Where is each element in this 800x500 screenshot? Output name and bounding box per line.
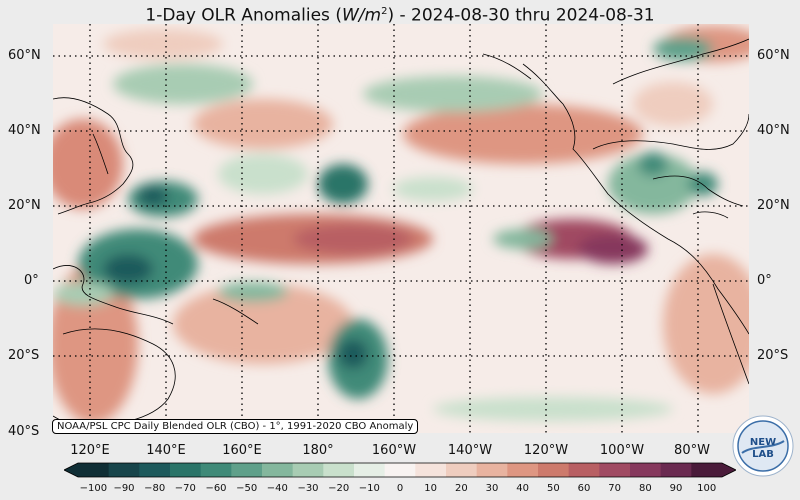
lon-label: 80°W [674, 443, 710, 458]
logo-text: NEW [750, 437, 776, 448]
noaa-psl-logo-icon: NEW LAB [732, 415, 794, 477]
colorbar-tick-label: 50 [546, 483, 560, 494]
lat-label-right: 0° [757, 273, 772, 288]
colorbar-segment [170, 463, 202, 477]
colorbar-tick-label: 0 [396, 483, 404, 494]
colorbar-segment [139, 463, 171, 477]
lat-label-left: 60°N [8, 48, 41, 63]
lon-label: 160°E [222, 443, 262, 458]
logo-text: LAB [752, 449, 774, 460]
colorbar-segment [262, 463, 294, 477]
lat-label-left: 20°S [8, 348, 40, 363]
colorbar-segment [292, 463, 324, 477]
lon-label: 140°E [146, 443, 186, 458]
colorbar-tick-label: 10 [424, 483, 438, 494]
colorbar-tick-label: −30 [297, 483, 319, 494]
colorbar-segment [78, 463, 110, 477]
colorbar-tick-label: −50 [236, 483, 258, 494]
colorbar-tick-label: 30 [485, 483, 499, 494]
colorbar-arrow-high [722, 463, 736, 477]
colorbar-tick-label: 60 [577, 483, 591, 494]
colorbar-segment [200, 463, 232, 477]
lat-label-right: 40°N [757, 123, 790, 138]
colorbar-tick-label: 70 [608, 483, 622, 494]
olr-anomaly-map [53, 24, 749, 433]
lat-label-left: 40°S [8, 424, 40, 439]
colorbar-tick-label: 80 [638, 483, 652, 494]
map-title: 1-Day OLR Anomalies (W/m2) - 2024-08-30 … [0, 0, 800, 28]
map-canvas [53, 24, 749, 433]
colorbar-segment [691, 463, 723, 477]
title-unit: W/m [341, 5, 382, 26]
colorbar-tick-label: −10 [358, 483, 380, 494]
graticule [53, 24, 749, 433]
colorbar-segment [354, 463, 386, 477]
colorbar-segment [446, 463, 478, 477]
lat-label-right: 20°S [757, 348, 789, 363]
lon-label: 140°W [447, 443, 493, 458]
colorbar-segment [538, 463, 570, 477]
colorbar-arrow-low [64, 463, 78, 477]
colorbar-segment [108, 463, 140, 477]
lat-label-left: 0° [24, 273, 39, 288]
colorbar-segment [630, 463, 662, 477]
lon-label: 180° [302, 443, 334, 458]
colorbar-segment [660, 463, 692, 477]
colorbar-tick-label: −100 [79, 483, 108, 494]
colorbar-segment [568, 463, 600, 477]
colorbar-tick-label: −70 [174, 483, 196, 494]
title-prefix: 1-Day OLR Anomalies ( [145, 5, 342, 26]
colorbar-segment [323, 463, 355, 477]
title-suffix: ) - 2024-08-30 thru 2024-08-31 [387, 5, 655, 26]
lat-label-right: 20°N [757, 198, 790, 213]
colorbar-segment [415, 463, 447, 477]
lon-label: 100°W [599, 443, 645, 458]
title-unit-exponent: 2 [381, 6, 388, 17]
colorbar-segment [231, 463, 263, 477]
lon-label: 160°W [371, 443, 417, 458]
colorbar [64, 462, 736, 478]
lat-label-left: 40°N [8, 123, 41, 138]
lon-label: 120°W [523, 443, 569, 458]
lon-label: 120°E [70, 443, 110, 458]
colorbar-segment [507, 463, 539, 477]
lat-label-left: 20°N [8, 198, 41, 213]
colorbar-segment [476, 463, 508, 477]
colorbar-tick-label: 40 [516, 483, 530, 494]
colorbar-tick-label: −40 [266, 483, 288, 494]
colorbar-tick-label: 90 [669, 483, 683, 494]
colorbar-tick-label: −80 [144, 483, 166, 494]
colorbar-tick-label: 100 [697, 483, 717, 494]
colorbar-outline [64, 462, 736, 478]
anomaly-field [53, 26, 749, 424]
colorbar-segment [384, 463, 416, 477]
data-source-note: NOAA/PSL CPC Daily Blended OLR (CBO) - 1… [52, 419, 419, 434]
colorbar-tick-label: 20 [454, 483, 468, 494]
lat-label-right: 60°N [757, 48, 790, 63]
colorbar-tick-label: −90 [113, 483, 135, 494]
colorbar-tick-label: −20 [328, 483, 350, 494]
colorbar-tick-label: −60 [205, 483, 227, 494]
colorbar-segment [599, 463, 631, 477]
